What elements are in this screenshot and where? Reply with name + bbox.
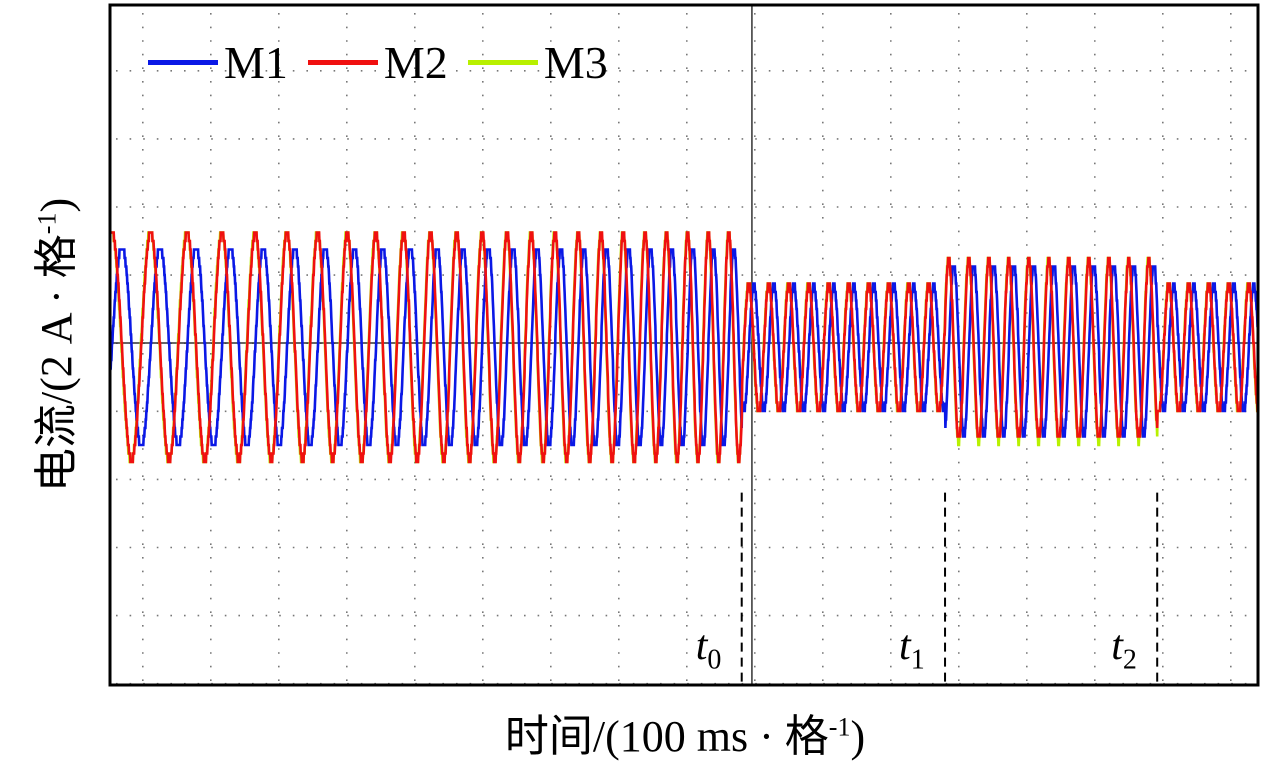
legend-swatch-m3 [467,60,538,65]
legend-label-m2: M2 [383,37,448,88]
y-axis-label: 电流/(2 A · 格-1) [32,197,81,493]
plot-frame [108,3,1260,687]
series-line-m1 [108,248,1259,447]
marker-label-text: t [899,623,911,669]
x-axis-label: 时间/(100 ms · 格-1) [504,712,866,761]
marker-label-t1: t1 [899,622,925,676]
legend-label-m3: M3 [543,37,608,88]
marker-label-subscript: 1 [910,644,925,676]
marker-label-t0: t0 [696,622,722,676]
marker-label-subscript: 0 [707,644,722,676]
series-line-m2 [108,231,1259,464]
legend-swatch-m2 [307,60,378,65]
legend: M1 M2 M3 [148,36,628,89]
marker-label-text: t [1111,623,1123,669]
marker-label-subscript: 2 [1122,644,1137,676]
legend-label-m1: M1 [224,37,288,88]
marker-label-t2: t2 [1111,622,1137,676]
marker-label-text: t [695,623,708,669]
legend-swatch-m1 [148,60,218,65]
